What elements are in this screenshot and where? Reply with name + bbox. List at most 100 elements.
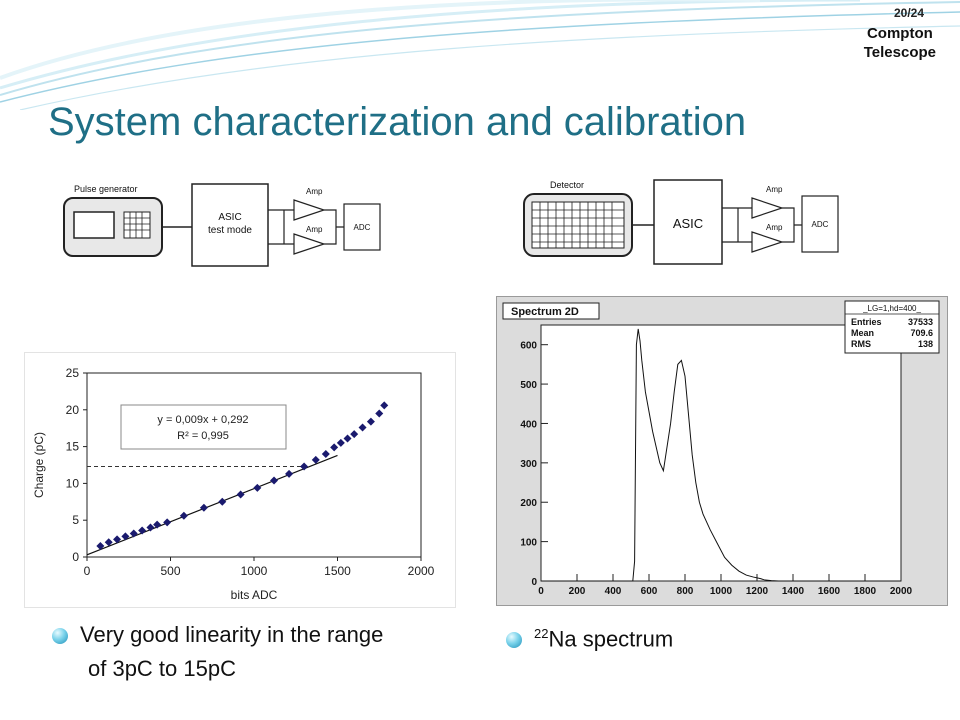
spectrum-x-tick-label: 1400 (782, 586, 805, 597)
trend-line (86, 454, 338, 556)
equation-box (120, 404, 287, 450)
y-tick-label: 5 (72, 513, 79, 527)
spectrum-x-tick-label: 0 (538, 586, 544, 597)
data-point-marker (300, 462, 309, 471)
amp-triangle-2 (293, 233, 326, 255)
spectrum-y-tick-label: 200 (520, 498, 537, 509)
stats-value-mean: 709.6 (910, 328, 933, 338)
data-point-marker (146, 523, 155, 532)
asic-box (653, 179, 723, 265)
page-number: 20/24 (893, 6, 924, 20)
generator-keypad (123, 211, 151, 239)
spectrum-y-tick-label: 400 (520, 419, 537, 430)
data-point-marker (311, 455, 320, 464)
plot-area (86, 372, 422, 558)
adc-label: ADC (354, 223, 371, 232)
amp-triangle-4 (751, 231, 784, 253)
generator-label: Pulse generator (74, 184, 138, 194)
stats-label-entries: Entries (851, 317, 882, 327)
spectrum-y-tick-label: 500 (520, 380, 537, 391)
data-point-marker (285, 469, 294, 478)
r-squared-text: R² = 0,995 (177, 430, 229, 442)
y-tick-label: 10 (66, 476, 80, 490)
data-point-marker (113, 535, 122, 544)
data-point-marker (138, 526, 147, 535)
data-point-marker (330, 443, 339, 452)
stats-label-rms: RMS (851, 339, 871, 349)
data-point-marker (358, 423, 367, 432)
stats-value-rms: 138 (918, 339, 933, 349)
data-point-marker (321, 449, 330, 458)
adc-label-2: ADC (812, 220, 829, 229)
x-tick-label: 500 (160, 564, 180, 578)
asic-line2: test mode (208, 225, 252, 236)
spectrum-title-box (502, 302, 600, 320)
slide-title: System characterization and calibration (48, 100, 747, 144)
data-point-marker (253, 483, 262, 492)
generator-screen (73, 211, 115, 239)
test-mode-block-diagram: Pulse generator ASIC test mode Amp Amp A… (63, 183, 381, 267)
data-point-marker (350, 430, 359, 439)
x-tick-label: 1000 (241, 564, 268, 578)
data-point-marker (129, 529, 138, 538)
data-point-marker (199, 503, 208, 512)
data-point-marker (366, 417, 375, 426)
stats-value-entries: 37533 (908, 317, 933, 327)
equation-text: y = 0,009x + 0,292 (157, 414, 248, 426)
x-tick-label: 0 (84, 564, 91, 578)
isotope-spectrum-label: Na spectrum (548, 626, 674, 652)
spectrum-y-tick-label: 100 (520, 538, 537, 549)
asic-test-mode-box (191, 183, 269, 267)
isotope-mass-number: 22 (534, 626, 549, 641)
data-point-marker (104, 538, 113, 547)
y-tick-label: 20 (66, 403, 80, 417)
bullet-text-left-line2: of 3pC to 15pC (88, 656, 236, 681)
linearity-chart-svg: 0 5 10 15 20 25 0 500 1000 1500 2000 y = 0,009x +… (32, 366, 435, 602)
spectrum-y-tick-label: 600 (520, 341, 537, 352)
stats-label-mean: Mean (851, 328, 874, 338)
data-point-marker (375, 409, 384, 418)
amp-triangle-1 (293, 199, 326, 221)
spectrum-x-tick-label: 1800 (854, 586, 877, 597)
amp4-label: Amp (766, 223, 783, 232)
data-point-marker (380, 401, 389, 410)
data-point-marker (236, 490, 245, 499)
data-point-marker (343, 434, 352, 443)
amp-triangle-3 (751, 197, 784, 219)
corner-label: Compton Telescope (864, 24, 936, 62)
y-tick-label: 15 (66, 440, 80, 454)
adc-box-2 (801, 195, 839, 253)
data-point-marker (121, 532, 130, 541)
amp3-label: Amp (766, 185, 783, 194)
data-point-marker (336, 438, 345, 447)
spectrum-y-tick-label: 300 (520, 459, 537, 470)
asic-label: ASIC (673, 216, 703, 231)
spectrum-x-tick-label: 1000 (710, 586, 733, 597)
y-tick-label: 0 (72, 550, 79, 564)
data-point-marker (218, 497, 227, 506)
bullet-icon-left (52, 628, 68, 644)
spectrum-x-tick-label: 1600 (818, 586, 841, 597)
spectrum-histogram-line (541, 328, 901, 582)
corner-label-line2: Telescope (863, 44, 936, 61)
x-tick-label: 2000 (408, 564, 435, 578)
spectrum-chart-svg: Spectrum 2D 0 100 200 300 400 500 600 0 200 400 6… (502, 300, 940, 597)
spectrum-plot-area (540, 324, 902, 582)
data-point-marker (179, 511, 188, 520)
bullet-text-left-line1: Very good linearity in the range (80, 622, 384, 647)
x-tick-label: 1500 (324, 564, 351, 578)
x-axis-label: bits ADC (231, 588, 278, 602)
spectrum-title: Spectrum 2D (511, 306, 579, 318)
corner-label-line1: Compton (866, 25, 933, 42)
data-point-marker (96, 541, 105, 550)
spectrum-x-tick-label: 600 (641, 586, 658, 597)
asic-line1: ASIC (218, 212, 241, 223)
spectrum-y-tick-label: 0 (531, 577, 537, 588)
stats-box: _LG=1,hd=400_ Entries 37533 Mean 709.6 R… (844, 300, 940, 354)
spectrum-x-tick-label: 800 (677, 586, 694, 597)
data-point-marker (163, 518, 172, 527)
header-wave-decoration (0, 0, 960, 110)
spectrum-x-tick-label: 2000 (890, 586, 913, 597)
bullet-text-right: 22Na spectrum (534, 626, 673, 652)
detector-block-diagram: Detector ASIC Amp Amp ADC (523, 179, 839, 265)
